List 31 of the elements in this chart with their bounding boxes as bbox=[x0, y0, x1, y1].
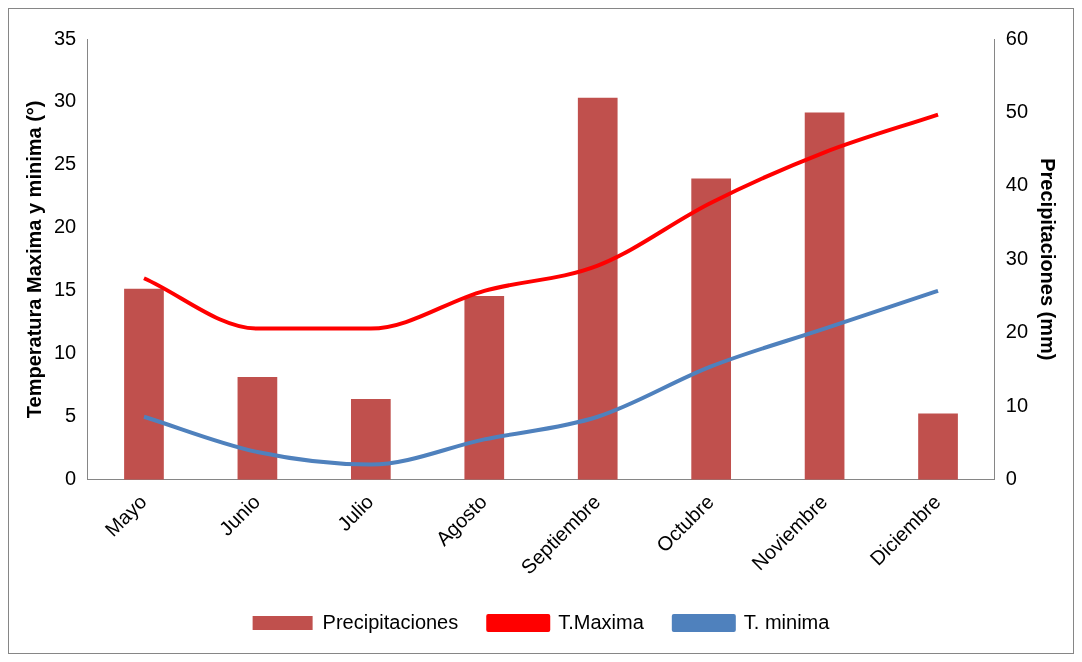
y2-tick-label: 50 bbox=[1005, 99, 1028, 122]
y-tick-label: 25 bbox=[54, 152, 77, 175]
x-tick-label: Julio bbox=[332, 490, 378, 536]
bar bbox=[918, 413, 958, 480]
legend-label: Precipitaciones bbox=[322, 610, 459, 633]
y2-tick-label: 60 bbox=[1005, 26, 1028, 49]
y-tick-label: 10 bbox=[54, 341, 77, 364]
legend-label: T.Maxima bbox=[558, 610, 645, 633]
bar bbox=[124, 288, 164, 480]
y2-tick-label: 40 bbox=[1005, 173, 1028, 196]
bar bbox=[464, 296, 505, 480]
bar bbox=[804, 112, 845, 480]
y2-axis-title: Precipitaciones (mm) bbox=[1037, 158, 1060, 361]
y2-tick-label: 30 bbox=[1005, 246, 1028, 269]
bar bbox=[577, 97, 618, 480]
bar bbox=[350, 398, 391, 480]
bar bbox=[691, 178, 732, 480]
y-tick-label: 5 bbox=[65, 404, 77, 427]
y-tick-label: 35 bbox=[54, 26, 77, 49]
y-axis-title: Temperatura Maxima y minima (°) bbox=[22, 100, 45, 419]
legend-label: T. minima bbox=[743, 610, 831, 633]
line-series bbox=[141, 288, 941, 467]
line-series bbox=[141, 112, 941, 331]
y-tick-label: 30 bbox=[54, 89, 77, 112]
y-tick-label: 0 bbox=[65, 467, 77, 490]
y2-tick-label: 10 bbox=[1005, 393, 1028, 416]
bar bbox=[237, 376, 278, 480]
y2-tick-label: 0 bbox=[1005, 467, 1017, 490]
y2-tick-label: 20 bbox=[1005, 320, 1028, 343]
y-tick-label: 20 bbox=[54, 215, 77, 238]
y-tick-label: 15 bbox=[54, 278, 77, 301]
